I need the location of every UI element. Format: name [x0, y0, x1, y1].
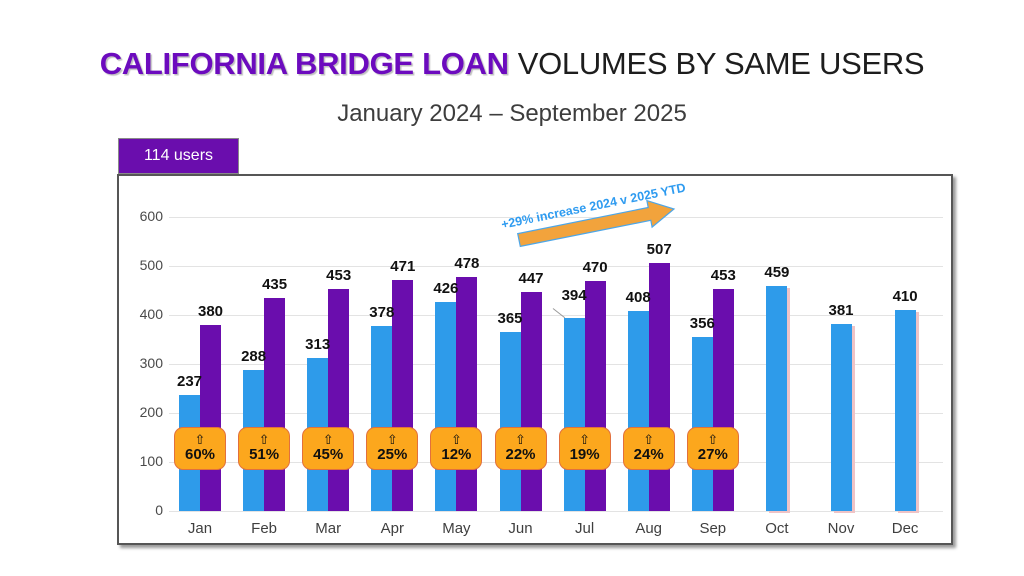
bar-value-label: 356 — [689, 314, 715, 332]
up-arrow-icon: ⇧ — [322, 432, 334, 448]
x-axis-label-nov: Nov — [827, 520, 855, 537]
bar-value-label: 378 — [369, 303, 395, 321]
x-axis-label-feb: Feb — [251, 520, 278, 537]
bar-value-label: 478 — [454, 254, 480, 272]
up-arrow-icon: ⇧ — [643, 432, 655, 448]
bar-value-label: 447 — [518, 269, 544, 287]
bar-2024-apr — [371, 325, 393, 511]
pct-increase-label: 24% — [633, 446, 664, 464]
up-arrow-icon: ⇧ — [707, 432, 719, 448]
up-arrow-icon: ⇧ — [194, 432, 206, 448]
bar-value-label: 426 — [433, 280, 459, 298]
bar-value-label: 237 — [176, 372, 203, 390]
pct-increase-label: 12% — [441, 446, 472, 464]
x-axis-label-jun: Jun — [508, 520, 533, 537]
bar-value-label: 408 — [625, 289, 651, 307]
pct-increase-badge: ⇧ 25% — [366, 427, 419, 470]
gridline — [169, 461, 943, 463]
y-axis-tick-label: 100 — [139, 453, 163, 469]
bar-value-label: 471 — [390, 258, 416, 276]
increase-arrow-icon — [516, 199, 676, 248]
chart-frame: 0 100 200 300 400 500 600 237 380 ⇧ 60% Jan 288 435 ⇧ 5… — [117, 174, 953, 545]
bar-value-label: 410 — [892, 288, 918, 306]
up-arrow-icon: ⇧ — [579, 432, 591, 448]
pct-increase-badge: ⇧ 22% — [494, 427, 547, 470]
bar-2024-oct — [766, 286, 788, 511]
bar-value-label: 313 — [305, 335, 331, 353]
y-axis-tick-label: 300 — [139, 355, 163, 371]
pct-increase-badge: ⇧ 60% — [174, 427, 226, 470]
pct-increase-badge: ⇧ 45% — [302, 427, 355, 470]
up-arrow-icon: ⇧ — [258, 432, 270, 448]
x-axis-label-oct: Oct — [765, 520, 789, 537]
x-axis-label-dec: Dec — [891, 520, 919, 537]
pct-increase-label: 45% — [313, 446, 344, 464]
pct-increase-label: 22% — [505, 446, 536, 464]
y-axis-tick-label: 400 — [139, 306, 163, 322]
increase-annotation: +29% increase 2024 v 2025 YTD — [492, 181, 707, 266]
pct-increase-label: 27% — [697, 446, 728, 464]
title-highlight: CALIFORNIA BRIDGE LOAN — [99, 46, 509, 81]
pct-increase-label: 51% — [249, 446, 280, 464]
bar-2025-mar — [328, 289, 350, 511]
pct-increase-label: 25% — [377, 446, 408, 464]
up-arrow-icon: ⇧ — [515, 432, 526, 448]
bar-value-label: 453 — [710, 267, 736, 285]
bar-value-label: 453 — [326, 267, 352, 285]
x-axis-label-may: May — [442, 520, 471, 537]
up-arrow-icon: ⇧ — [386, 432, 398, 448]
x-axis-label-apr: Apr — [380, 520, 404, 537]
bar-2024-may — [435, 302, 457, 511]
x-axis-label-aug: Aug — [635, 520, 663, 537]
y-axis-tick-label: 200 — [139, 404, 163, 420]
bar-value-label: 470 — [582, 258, 608, 276]
bar-2024-sep — [691, 336, 713, 511]
bar-2024-jun — [499, 332, 521, 511]
pct-increase-badge: ⇧ 19% — [558, 427, 611, 470]
label-leader-line — [552, 308, 565, 319]
gridline — [169, 412, 943, 414]
y-axis-tick-label: 500 — [139, 257, 163, 273]
up-arrow-icon: ⇧ — [450, 432, 462, 448]
users-count-badge: 114 users — [118, 138, 239, 174]
y-axis-tick-label: 0 — [155, 502, 163, 518]
gridline — [169, 363, 943, 365]
subtitle: January 2024 – September 2025 — [337, 100, 687, 127]
title-rest: VOLUMES BY SAME USERS — [517, 46, 925, 81]
bar-2024-dec — [894, 310, 916, 511]
x-axis-label-sep: Sep — [699, 520, 727, 537]
bar-2025-feb — [264, 297, 286, 511]
bar-value-label: 459 — [764, 264, 790, 282]
y-axis-tick-label: 600 — [139, 208, 163, 224]
bar-value-label: 288 — [241, 347, 267, 365]
bar-value-label: 380 — [197, 302, 224, 320]
bar-2024-nov — [830, 324, 852, 511]
gridline — [169, 216, 943, 218]
plot-area: 0 100 200 300 400 500 600 237 380 ⇧ 60% Jan 288 435 ⇧ 5… — [119, 176, 951, 543]
bar-2024-jul — [563, 317, 585, 511]
x-axis-label-jan: Jan — [187, 520, 213, 537]
pct-increase-label: 19% — [569, 446, 600, 464]
bar-value-label: 365 — [497, 310, 523, 328]
page-title: CALIFORNIA BRIDGE LOAN VOLUMES BY SAME US… — [0, 46, 1024, 82]
pct-increase-label: 60% — [184, 446, 216, 464]
bar-2025-may — [456, 276, 478, 511]
pct-increase-badge: ⇧ 24% — [622, 427, 675, 470]
gridline — [169, 510, 943, 512]
bar-2025-jan — [200, 324, 221, 511]
bar-value-label: 381 — [828, 302, 854, 320]
pct-increase-badge: ⇧ 51% — [238, 427, 291, 470]
bar-2024-aug — [627, 311, 649, 511]
pct-increase-badge: ⇧ 27% — [686, 427, 739, 470]
pct-increase-badge: ⇧ 12% — [430, 427, 483, 470]
gridline — [169, 265, 943, 267]
bar-2025-jul — [584, 280, 606, 511]
bar-value-label: 394 — [561, 286, 587, 304]
gridline — [169, 314, 943, 316]
x-axis-label-mar: Mar — [315, 520, 342, 537]
x-axis-label-jul: Jul — [575, 520, 595, 537]
bar-value-label: 435 — [262, 275, 288, 293]
bar-value-label: 507 — [646, 240, 672, 258]
